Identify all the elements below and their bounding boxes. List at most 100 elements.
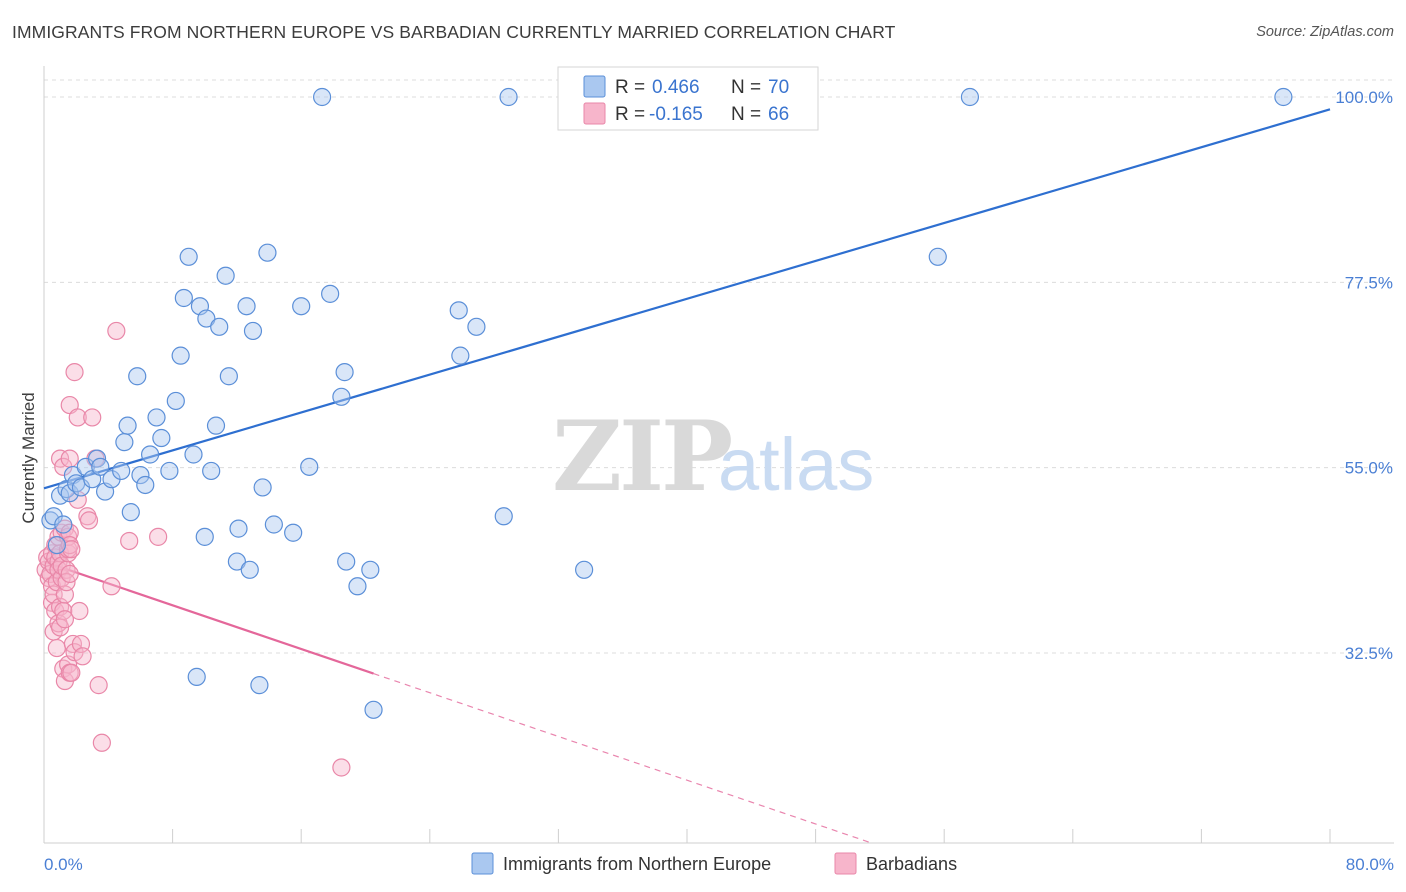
point-northern-europe-39 bbox=[227, 552, 246, 571]
point-northern-europe-34 bbox=[202, 461, 221, 481]
point-northern-europe-36 bbox=[210, 317, 229, 336]
legend-r-label-blue: R = bbox=[615, 77, 645, 98]
point-barbadians-43 bbox=[60, 449, 79, 468]
point-northern-europe-56 bbox=[348, 577, 367, 596]
point-barbadians-58 bbox=[83, 408, 102, 427]
watermark-atlas: atlas bbox=[718, 423, 874, 506]
legend-r-label-pink: R = bbox=[615, 104, 645, 125]
legend-n-label-pink: N = bbox=[731, 104, 761, 125]
legend-swatch-blue bbox=[583, 75, 606, 98]
point-northern-europe-23 bbox=[147, 408, 166, 427]
point-northern-europe-37 bbox=[216, 266, 235, 285]
legend-n-value-blue: 70 bbox=[768, 77, 789, 98]
y-tick-labels: 32.5% 55.0% 77.5% 100.0% bbox=[1335, 88, 1393, 663]
series-northern-europe bbox=[41, 87, 1293, 719]
point-northern-europe-41 bbox=[237, 297, 256, 316]
point-northern-europe-30 bbox=[184, 445, 203, 464]
point-northern-europe-59 bbox=[449, 301, 468, 320]
point-barbadians-62 bbox=[102, 577, 121, 596]
point-northern-europe-28 bbox=[174, 288, 193, 308]
chart-title: IMMIGRANTS FROM NORTHERN EUROPE VS BARBA… bbox=[12, 22, 896, 42]
point-northern-europe-24 bbox=[152, 428, 171, 448]
point-northern-europe-52 bbox=[321, 284, 340, 303]
point-northern-europe-50 bbox=[300, 457, 319, 476]
point-northern-europe-22 bbox=[140, 445, 160, 464]
point-northern-europe-67 bbox=[1274, 87, 1293, 107]
point-barbadians-60 bbox=[89, 676, 108, 695]
correlation-legend: R = 0.466 N = 70 R = -0.165 N = 66 bbox=[557, 66, 819, 131]
series-barbadians bbox=[36, 321, 351, 777]
point-northern-europe-47 bbox=[264, 515, 283, 534]
series-legend-swatch-pink bbox=[834, 852, 857, 875]
point-northern-europe-45 bbox=[253, 478, 272, 497]
point-barbadians-64 bbox=[120, 531, 139, 551]
trend-line-barbadians-dashed bbox=[373, 673, 872, 844]
point-northern-europe-26 bbox=[166, 391, 185, 411]
point-barbadians-65 bbox=[149, 527, 168, 546]
point-barbadians-66 bbox=[332, 758, 351, 777]
legend-n-label-blue: N = bbox=[731, 77, 761, 98]
point-barbadians-57 bbox=[79, 511, 99, 530]
point-northern-europe-21 bbox=[136, 475, 155, 495]
point-northern-europe-54 bbox=[335, 363, 354, 382]
point-barbadians-47 bbox=[62, 663, 81, 682]
point-northern-europe-16 bbox=[115, 433, 134, 452]
trend-line-northern-europe bbox=[43, 108, 1331, 490]
point-barbadians-63 bbox=[107, 321, 126, 341]
point-barbadians-33 bbox=[55, 610, 74, 629]
point-barbadians-55 bbox=[73, 647, 92, 666]
point-northern-europe-25 bbox=[160, 461, 179, 481]
point-northern-europe-63 bbox=[499, 87, 518, 107]
y-tick-label-1: 55.0% bbox=[1345, 459, 1393, 478]
y-tick-label-0: 32.5% bbox=[1345, 644, 1393, 663]
point-northern-europe-66 bbox=[960, 87, 980, 107]
point-northern-europe-62 bbox=[494, 507, 513, 526]
point-northern-europe-20 bbox=[131, 465, 150, 485]
point-barbadians-50 bbox=[65, 363, 84, 382]
watermark: ZIP atlas bbox=[552, 400, 874, 513]
point-northern-europe-32 bbox=[195, 527, 214, 546]
point-northern-europe-46 bbox=[258, 243, 277, 262]
point-northern-europe-57 bbox=[361, 560, 380, 579]
point-northern-europe-55 bbox=[337, 552, 356, 571]
point-northern-europe-40 bbox=[229, 519, 248, 538]
point-northern-europe-43 bbox=[243, 321, 263, 341]
x-tick-label-min: 0.0% bbox=[44, 855, 83, 874]
point-northern-europe-42 bbox=[240, 560, 259, 579]
point-barbadians-61 bbox=[92, 733, 111, 752]
point-northern-europe-27 bbox=[171, 346, 190, 365]
point-northern-europe-12 bbox=[91, 457, 110, 476]
point-northern-europe-29 bbox=[179, 247, 198, 266]
series-legend-label-blue: Immigrants from Northern Europe bbox=[503, 854, 771, 874]
legend-r-value-pink: -0.165 bbox=[649, 104, 703, 125]
x-tick-label-max: 80.0% bbox=[1346, 855, 1394, 874]
point-northern-europe-48 bbox=[284, 523, 303, 542]
point-northern-europe-19 bbox=[128, 367, 147, 386]
point-northern-europe-53 bbox=[332, 387, 351, 406]
legend-n-value-pink: 66 bbox=[768, 104, 789, 125]
point-northern-europe-35 bbox=[206, 416, 226, 435]
point-barbadians-46 bbox=[62, 540, 81, 559]
point-northern-europe-65 bbox=[928, 247, 947, 266]
point-northern-europe-61 bbox=[467, 317, 486, 336]
point-northern-europe-2 bbox=[47, 535, 66, 555]
point-northern-europe-58 bbox=[364, 700, 383, 719]
chart-source: Source: ZipAtlas.com bbox=[1256, 24, 1394, 40]
y-tick-label-2: 77.5% bbox=[1345, 273, 1393, 292]
point-northern-europe-5 bbox=[60, 484, 79, 503]
trend-lines bbox=[43, 108, 1331, 844]
legend-r-value-blue: 0.466 bbox=[652, 77, 700, 98]
series-legend: Immigrants from Northern Europe Barbadia… bbox=[471, 852, 957, 875]
point-northern-europe-49 bbox=[292, 297, 311, 316]
axes bbox=[43, 66, 1394, 844]
series-legend-swatch-blue bbox=[471, 852, 494, 875]
point-barbadians-42 bbox=[60, 564, 79, 584]
y-axis-title: Currently Married bbox=[19, 392, 38, 523]
point-northern-europe-17 bbox=[118, 416, 137, 435]
point-northern-europe-18 bbox=[121, 503, 140, 522]
point-barbadians-51 bbox=[68, 408, 87, 427]
y-tick-label-3: 100.0% bbox=[1335, 88, 1393, 107]
point-barbadians-15 bbox=[47, 638, 66, 658]
point-northern-europe-64 bbox=[575, 560, 594, 579]
